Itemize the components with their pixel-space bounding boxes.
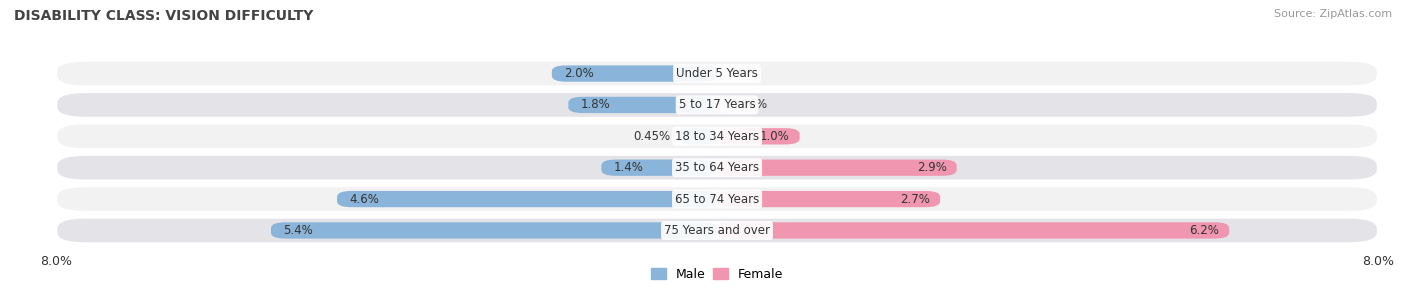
Text: DISABILITY CLASS: VISION DIFFICULTY: DISABILITY CLASS: VISION DIFFICULTY bbox=[14, 9, 314, 23]
Text: 1.4%: 1.4% bbox=[614, 161, 644, 174]
FancyBboxPatch shape bbox=[717, 128, 800, 144]
FancyBboxPatch shape bbox=[706, 97, 733, 113]
Text: 1.0%: 1.0% bbox=[761, 130, 790, 143]
Text: Source: ZipAtlas.com: Source: ZipAtlas.com bbox=[1274, 9, 1392, 19]
Text: 0.0%: 0.0% bbox=[727, 67, 756, 80]
FancyBboxPatch shape bbox=[56, 92, 1378, 118]
FancyBboxPatch shape bbox=[717, 160, 956, 176]
Text: 6.2%: 6.2% bbox=[1189, 224, 1219, 237]
FancyBboxPatch shape bbox=[56, 186, 1378, 212]
FancyBboxPatch shape bbox=[56, 61, 1378, 86]
FancyBboxPatch shape bbox=[717, 222, 1229, 239]
Text: 75 Years and over: 75 Years and over bbox=[664, 224, 770, 237]
Text: 0.45%: 0.45% bbox=[633, 130, 671, 143]
Text: 65 to 74 Years: 65 to 74 Years bbox=[675, 192, 759, 206]
Text: Under 5 Years: Under 5 Years bbox=[676, 67, 758, 80]
FancyBboxPatch shape bbox=[717, 191, 941, 207]
Text: 1.8%: 1.8% bbox=[581, 98, 610, 112]
Text: 5 to 17 Years: 5 to 17 Years bbox=[679, 98, 755, 112]
FancyBboxPatch shape bbox=[271, 222, 717, 239]
FancyBboxPatch shape bbox=[551, 65, 717, 82]
Text: 18 to 34 Years: 18 to 34 Years bbox=[675, 130, 759, 143]
FancyBboxPatch shape bbox=[602, 160, 717, 176]
Text: 2.7%: 2.7% bbox=[900, 192, 931, 206]
Text: 4.6%: 4.6% bbox=[350, 192, 380, 206]
FancyBboxPatch shape bbox=[56, 123, 1378, 149]
FancyBboxPatch shape bbox=[568, 97, 717, 113]
Text: 5.4%: 5.4% bbox=[284, 224, 314, 237]
FancyBboxPatch shape bbox=[337, 191, 717, 207]
Text: 2.9%: 2.9% bbox=[917, 161, 946, 174]
Legend: Male, Female: Male, Female bbox=[645, 263, 789, 286]
FancyBboxPatch shape bbox=[56, 155, 1378, 181]
FancyBboxPatch shape bbox=[681, 128, 717, 144]
Text: 0.04%: 0.04% bbox=[730, 98, 768, 112]
Text: 2.0%: 2.0% bbox=[564, 67, 593, 80]
Text: 35 to 64 Years: 35 to 64 Years bbox=[675, 161, 759, 174]
FancyBboxPatch shape bbox=[56, 218, 1378, 243]
